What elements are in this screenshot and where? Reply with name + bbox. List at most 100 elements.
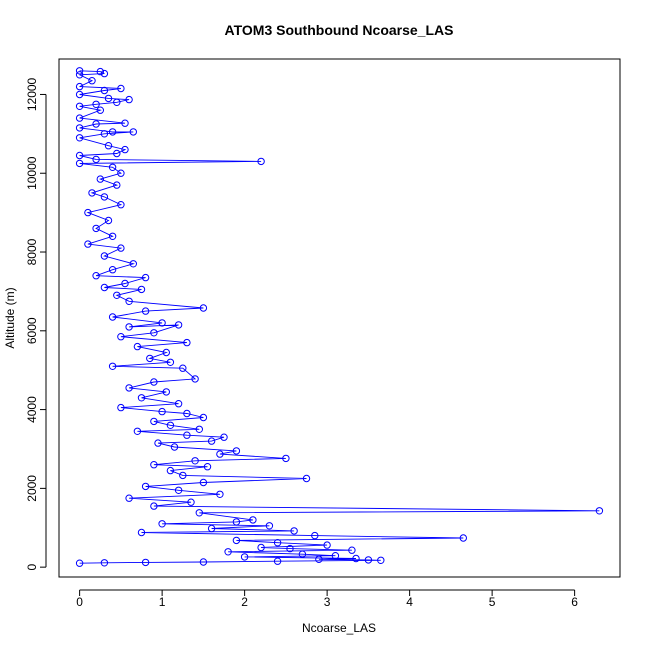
x-axis-label: Ncoarse_LAS: [302, 621, 376, 635]
data-point: [92, 120, 100, 128]
data-point: [286, 544, 294, 553]
data-point: [154, 439, 162, 447]
data-point: [183, 409, 191, 418]
data-point: [125, 323, 133, 331]
data-point: [88, 77, 96, 85]
data-point: [166, 421, 175, 429]
data-point: [150, 417, 158, 426]
data-point: [158, 520, 166, 528]
data-point: [273, 557, 282, 565]
data-point: [113, 98, 121, 107]
data-point: [96, 175, 105, 183]
data-point: [158, 319, 166, 327]
data-point: [137, 285, 146, 294]
chart-title: ATOM3 Southbound Ncoarse_LAS: [225, 22, 454, 38]
data-point: [96, 67, 105, 76]
data-point: [141, 307, 150, 315]
data-point: [92, 224, 100, 233]
data-point: [96, 106, 105, 114]
data-point: [104, 94, 113, 103]
x-tick-label: 6: [571, 595, 578, 609]
data-point: [75, 151, 84, 160]
data-point: [364, 556, 373, 564]
data-point: [75, 559, 84, 567]
data-point: [158, 407, 166, 416]
data-point: [137, 528, 146, 537]
data-point: [257, 157, 265, 166]
data-point: [273, 539, 282, 547]
data-point: [75, 134, 84, 142]
data-point: [290, 527, 298, 535]
data-point: [92, 100, 100, 109]
data-point: [117, 84, 125, 93]
data-point: [129, 260, 138, 268]
data-point: [174, 321, 183, 329]
data-point: [216, 450, 224, 458]
data-point: [232, 447, 241, 455]
data-point: [117, 403, 125, 412]
y-tick-label: 10000: [25, 156, 39, 190]
y-tick-label: 0: [25, 563, 39, 570]
data-point: [125, 95, 133, 104]
data-point: [113, 181, 121, 189]
data-point: [117, 201, 125, 209]
data-point: [174, 400, 183, 408]
x-tick-label: 1: [159, 595, 166, 609]
data-point: [265, 522, 274, 530]
data-point: [195, 425, 204, 433]
data-point: [323, 541, 331, 549]
data-point: [108, 163, 117, 172]
data-point: [207, 524, 216, 533]
data-point: [75, 67, 84, 75]
data-point: [282, 454, 290, 463]
data-point: [137, 394, 146, 402]
data-point: [108, 266, 117, 274]
data-point: [113, 291, 121, 299]
y-tick-label: 6000: [25, 317, 39, 344]
data-point: [117, 244, 125, 252]
data-point: [100, 130, 109, 138]
data-point: [191, 457, 199, 465]
series-layer: [75, 67, 604, 567]
x-tick-label: 2: [241, 595, 248, 609]
data-point: [113, 149, 121, 158]
data-point: [224, 548, 232, 556]
data-point: [311, 531, 319, 540]
data-point: [108, 313, 117, 321]
data-point: [352, 554, 360, 563]
data-point: [104, 216, 113, 225]
series-line: [79, 70, 600, 564]
data-point: [104, 142, 113, 150]
data-point: [232, 518, 241, 526]
x-tick-label: 4: [406, 595, 413, 609]
data-point: [199, 478, 208, 487]
data-point: [183, 431, 191, 439]
data-point: [100, 252, 109, 260]
y-tick-label: 12000: [25, 77, 39, 111]
data-point: [302, 474, 311, 483]
data-point: [75, 71, 84, 79]
data-point: [125, 384, 133, 392]
data-point: [348, 546, 356, 554]
data-point: [179, 364, 187, 372]
data-point: [183, 338, 191, 347]
data-point: [199, 558, 208, 566]
data-point: [121, 119, 129, 127]
y-axis: 0 2000 4000 6000 8000 10000 12000: [25, 77, 47, 570]
data-point: [331, 552, 340, 560]
data-point: [141, 482, 150, 491]
data-point: [100, 283, 109, 292]
data-point: [100, 69, 109, 78]
data-point: [84, 208, 92, 217]
data-point: [141, 558, 150, 567]
data-point: [125, 494, 133, 502]
data-point: [88, 189, 96, 197]
data-point: [199, 304, 208, 312]
data-point: [162, 348, 171, 357]
data-point: [377, 556, 385, 564]
data-point: [232, 536, 241, 545]
data-point: [75, 159, 84, 168]
data-point: [100, 86, 109, 95]
data-point: [117, 333, 125, 341]
